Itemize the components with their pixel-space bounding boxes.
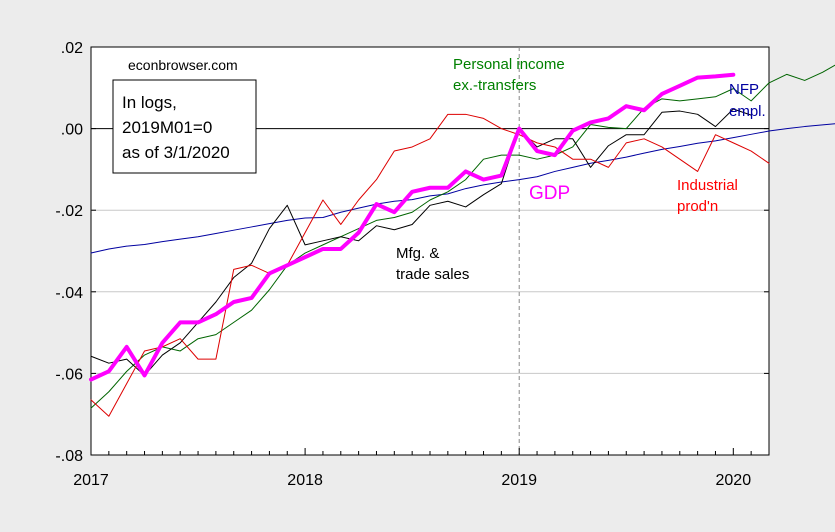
series-line-industrial_production xyxy=(90,113,770,417)
series-label-mfg-1: Mfg. & xyxy=(396,245,439,262)
note-line-2: 2019M01=0 xyxy=(122,118,212,137)
note-line-1: In logs, xyxy=(122,93,177,112)
y-tick-label: .02 xyxy=(61,40,83,57)
series-lines xyxy=(89,64,835,417)
y-tick-label: -.04 xyxy=(55,285,83,302)
x-tick-label: 2018 xyxy=(287,472,323,489)
y-tick-label: .00 xyxy=(61,122,83,139)
y-tick-label: -.06 xyxy=(55,366,83,383)
series-label-personal-income-2: ex.-transfers xyxy=(453,77,536,94)
y-tick-labels: .02 .00 -.02 -.04 -.06 -.08 xyxy=(55,40,83,465)
x-tick-label: 2019 xyxy=(501,472,537,489)
series-label-nfp-2: empl. xyxy=(729,103,766,120)
gridlines xyxy=(91,209,769,374)
y-tick-label: -.02 xyxy=(55,203,83,220)
series-label-industrial-2: prod'n xyxy=(677,198,718,215)
source-label: econbrowser.com xyxy=(128,57,238,73)
series-label-personal-income-1: Personal income xyxy=(453,56,565,73)
x-tick-labels: 2017 2018 2019 2020 xyxy=(73,472,751,489)
series-line-gdp xyxy=(89,72,736,382)
series-label-nfp-1: NFP xyxy=(729,81,759,98)
axis-ticks xyxy=(90,46,770,456)
note-box xyxy=(112,79,257,174)
series-label-gdp: GDP xyxy=(529,183,570,204)
series-line-nfp xyxy=(90,123,835,254)
x-tick-label: 2017 xyxy=(73,472,109,489)
y-tick-label: -.08 xyxy=(55,448,83,465)
series-label-mfg-2: trade sales xyxy=(396,266,469,283)
note-line-3: as of 3/1/2020 xyxy=(122,143,230,162)
series-label-industrial-1: Industrial xyxy=(677,177,738,194)
x-tick-label: 2020 xyxy=(716,472,752,489)
